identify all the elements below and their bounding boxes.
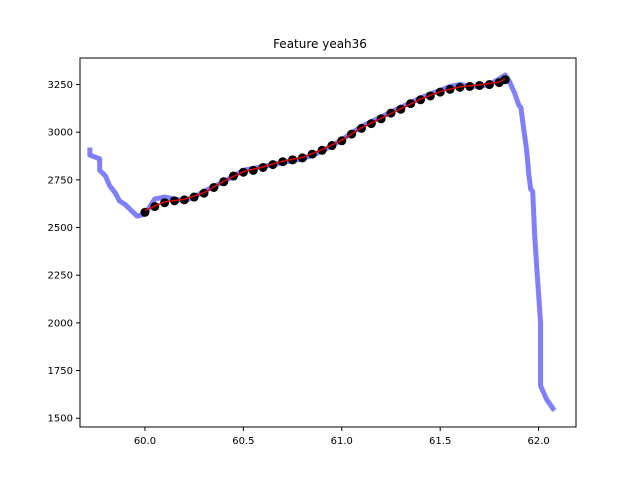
x-tick-label: 61.0	[331, 436, 353, 447]
series-line	[144, 78, 506, 212]
y-tick-label: 3250	[48, 80, 73, 91]
x-tick-label: 60.0	[134, 436, 156, 447]
data-point	[160, 198, 170, 208]
chart-title: Feature yeah36	[273, 37, 367, 51]
series-layer	[87, 72, 557, 413]
series-thick-line	[87, 72, 557, 413]
data-point	[500, 75, 510, 85]
y-axis: 1500 1750 2000 2250 2500 2750 3000 3250	[48, 80, 80, 425]
series-line	[87, 72, 557, 413]
y-tick-label: 2000	[48, 318, 73, 329]
series-thin-line	[144, 78, 506, 212]
data-point	[484, 80, 494, 90]
y-tick-label: 1500	[48, 414, 73, 425]
y-tick-label: 3000	[48, 128, 73, 139]
plot-area-frame	[79, 57, 577, 428]
x-tick-label: 60.5	[232, 436, 254, 447]
x-tick-label: 61.5	[429, 436, 451, 447]
y-tick-label: 2250	[48, 271, 73, 282]
y-tick-label: 2750	[48, 175, 73, 186]
y-tick-label: 1750	[48, 366, 73, 377]
y-tick-label: 2500	[48, 223, 73, 234]
x-axis: 60.0 60.5 61.0 61.5 62.0	[134, 427, 550, 447]
x-tick-label: 62.0	[527, 436, 549, 447]
